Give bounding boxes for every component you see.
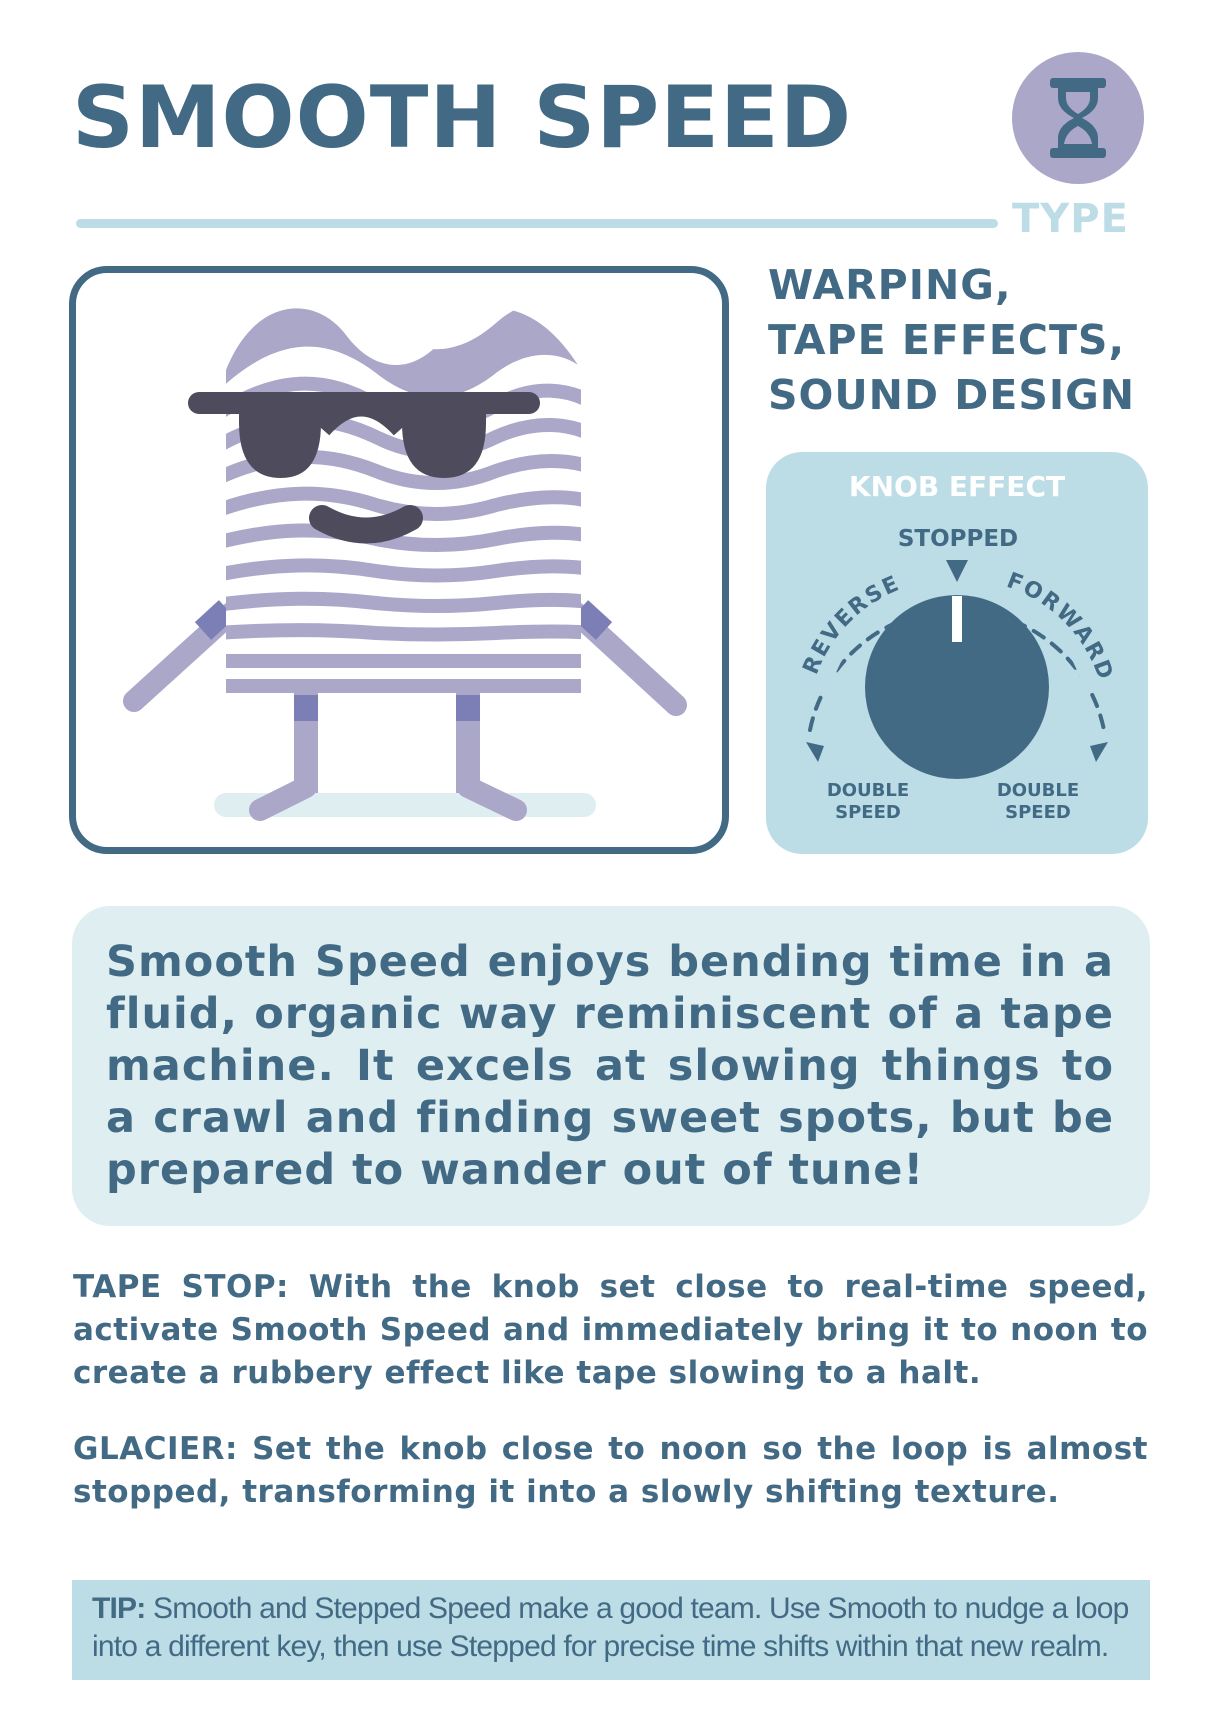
knob-effect-title: KNOB EFFECT [848,470,1066,503]
card-title: SMOOTH SPEED [72,68,853,168]
technique-glacier: GLACIER: Set the knob close to noon so t… [73,1428,1148,1514]
technique-tape-stop: TAPE STOP: With the knob set close to re… [73,1266,1148,1395]
tip-label: TIP: [92,1592,146,1625]
description-box [72,906,1150,1226]
description-text: Smooth Speed enjoys bending time in a fl… [106,937,1114,1195]
tip-box [72,1580,1150,1680]
double-speed-right-label: DOUBLE SPEED [996,780,1080,823]
knob-diagram: REVERSE FORWARD [799,560,1116,779]
tip-body: Smooth and Stepped Speed make a good tea… [92,1592,1129,1663]
category-item: SOUND DESIGN [768,371,1136,419]
technique-name: GLACIER: [73,1431,238,1467]
category-list: WARPING, TAPE EFFECTS, SOUND DESIGN [768,258,1208,423]
category-item: TAPE EFFECTS, [768,316,1126,364]
hourglass-icon [1050,78,1106,158]
knob [865,595,1049,779]
tip-text: TIP: Smooth and Stepped Speed make a goo… [92,1590,1132,1666]
category-item: WARPING, [768,261,1012,309]
stopped-label: STOPPED [897,526,1019,552]
knob-indicator [952,596,962,642]
title-divider [76,219,998,228]
character-body [226,308,581,693]
technique-text: With the knob set close to real-time spe… [73,1269,1148,1391]
sunglasses [188,392,540,478]
type-label: TYPE [1012,196,1129,242]
technique-text: Set the knob close to noon so the loop i… [73,1431,1148,1510]
stopped-pointer [946,560,968,582]
character-illustration [123,308,687,821]
double-speed-left-label: DOUBLE SPEED [826,780,910,823]
type-badge [1012,52,1144,184]
technique-name: TAPE STOP: [73,1269,289,1305]
